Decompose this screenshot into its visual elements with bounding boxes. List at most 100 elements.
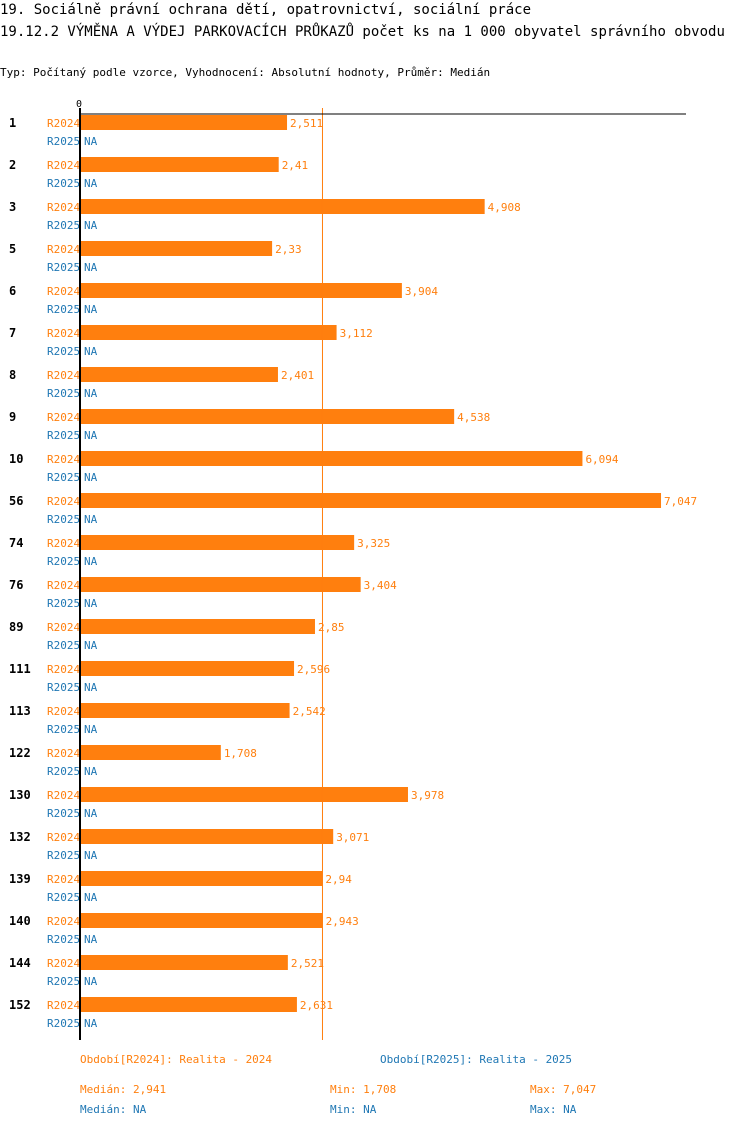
data-label-r2024: 4,538 xyxy=(457,411,490,424)
series-label-r2025: R2025 xyxy=(47,1017,80,1030)
series-label-r2024: R2024 xyxy=(47,117,80,130)
data-label-r2024: 2,943 xyxy=(326,915,359,928)
series-label-r2024: R2024 xyxy=(47,201,80,214)
series-label-r2025: R2025 xyxy=(47,597,80,610)
legend-r2024-period: Období[R2024]: Realita - 2024 xyxy=(80,1053,273,1066)
bar-r2024 xyxy=(80,409,455,424)
category-label: 74 xyxy=(9,536,23,550)
series-label-r2025: R2025 xyxy=(47,639,80,652)
indicator-title: 19.12.2 VÝMĚNA A VÝDEJ PARKOVACÍCH PRŮKA… xyxy=(0,24,725,40)
data-label-r2024: 2,511 xyxy=(290,117,323,130)
series-label-r2024: R2024 xyxy=(47,411,80,424)
legend-r2024-max: Max: 7,047 xyxy=(530,1083,597,1096)
category-label: 122 xyxy=(9,746,31,760)
series-label-r2025: R2025 xyxy=(47,177,80,190)
data-label-r2024: 2,596 xyxy=(297,663,330,676)
category-label: 56 xyxy=(9,494,23,508)
data-label-r2025: NA xyxy=(84,597,98,610)
bar-r2024 xyxy=(80,871,323,886)
bar-r2024 xyxy=(80,241,273,256)
series-label-r2024: R2024 xyxy=(47,915,80,928)
data-label-r2025: NA xyxy=(84,807,98,820)
data-label-r2024: 2,401 xyxy=(281,369,314,382)
series-label-r2025: R2025 xyxy=(47,723,80,736)
series-label-r2024: R2024 xyxy=(47,537,80,550)
data-label-r2025: NA xyxy=(84,765,98,778)
category-label: 113 xyxy=(9,704,31,718)
data-label-r2025: NA xyxy=(84,1017,98,1030)
data-label-r2025: NA xyxy=(84,387,98,400)
data-label-r2025: NA xyxy=(84,303,98,316)
data-label-r2025: NA xyxy=(84,849,98,862)
series-label-r2024: R2024 xyxy=(47,999,80,1012)
category-label: 8 xyxy=(9,368,16,382)
data-label-r2025: NA xyxy=(84,555,98,568)
data-label-r2025: NA xyxy=(84,975,98,988)
series-label-r2025: R2025 xyxy=(47,219,80,232)
series-label-r2024: R2024 xyxy=(47,285,80,298)
category-label: 7 xyxy=(9,326,16,340)
x-tick-label: 0 xyxy=(76,99,82,110)
data-label-r2025: NA xyxy=(84,261,98,274)
series-label-r2025: R2025 xyxy=(47,303,80,316)
data-label-r2025: NA xyxy=(84,933,98,946)
series-label-r2025: R2025 xyxy=(47,387,80,400)
series-label-r2025: R2025 xyxy=(47,807,80,820)
data-label-r2025: NA xyxy=(84,681,98,694)
bar-r2024 xyxy=(80,325,337,340)
legend-r2025-min: Min: NA xyxy=(330,1103,377,1116)
bar-r2024 xyxy=(80,745,221,760)
category-label: 130 xyxy=(9,788,31,802)
data-label-r2024: 2,41 xyxy=(282,159,309,172)
series-label-r2024: R2024 xyxy=(47,495,80,508)
category-label: 139 xyxy=(9,872,31,886)
category-label: 9 xyxy=(9,410,16,424)
data-label-r2024: 2,85 xyxy=(318,621,345,634)
series-label-r2025: R2025 xyxy=(47,555,80,568)
series-label-r2025: R2025 xyxy=(47,849,80,862)
series-label-r2025: R2025 xyxy=(47,429,80,442)
category-label: 5 xyxy=(9,242,16,256)
series-label-r2024: R2024 xyxy=(47,705,80,718)
category-label: 10 xyxy=(9,452,23,466)
category-label: 6 xyxy=(9,284,16,298)
series-label-r2024: R2024 xyxy=(47,789,80,802)
data-label-r2024: 2,631 xyxy=(300,999,333,1012)
category-label: 111 xyxy=(9,662,31,676)
legend-r2024-min: Min: 1,708 xyxy=(330,1083,397,1096)
bar-r2024 xyxy=(80,955,288,970)
data-label-r2025: NA xyxy=(84,723,98,736)
series-label-r2024: R2024 xyxy=(47,663,80,676)
category-label: 89 xyxy=(9,620,23,634)
category-label: 3 xyxy=(9,200,16,214)
data-label-r2024: 2,33 xyxy=(275,243,302,256)
legend-r2025-median: Medián: NA xyxy=(80,1103,147,1116)
series-label-r2025: R2025 xyxy=(47,933,80,946)
data-label-r2024: 3,325 xyxy=(357,537,390,550)
bar-r2024 xyxy=(80,493,662,508)
data-label-r2025: NA xyxy=(84,471,98,484)
bar-r2024 xyxy=(80,913,323,928)
data-label-r2024: 7,047 xyxy=(664,495,697,508)
series-label-r2024: R2024 xyxy=(47,159,80,172)
bar-r2024 xyxy=(80,619,315,634)
data-label-r2025: NA xyxy=(84,891,98,904)
series-label-r2024: R2024 xyxy=(47,747,80,760)
series-label-r2025: R2025 xyxy=(47,681,80,694)
bar-r2024 xyxy=(80,535,355,550)
series-label-r2025: R2025 xyxy=(47,891,80,904)
category-label: 2 xyxy=(9,158,16,172)
series-label-r2025: R2025 xyxy=(47,135,80,148)
data-label-r2025: NA xyxy=(84,639,98,652)
data-label-r2024: 1,708 xyxy=(224,747,257,760)
bar-r2024 xyxy=(80,787,408,802)
data-label-r2024: 2,521 xyxy=(291,957,324,970)
bar-r2024 xyxy=(80,367,278,382)
data-label-r2024: 2,94 xyxy=(325,873,352,886)
bar-r2024 xyxy=(80,451,583,466)
legend-r2025-period: Období[R2025]: Realita - 2025 xyxy=(380,1053,573,1066)
data-label-r2025: NA xyxy=(84,219,98,232)
bar-r2024 xyxy=(80,283,402,298)
series-label-r2024: R2024 xyxy=(47,957,80,970)
